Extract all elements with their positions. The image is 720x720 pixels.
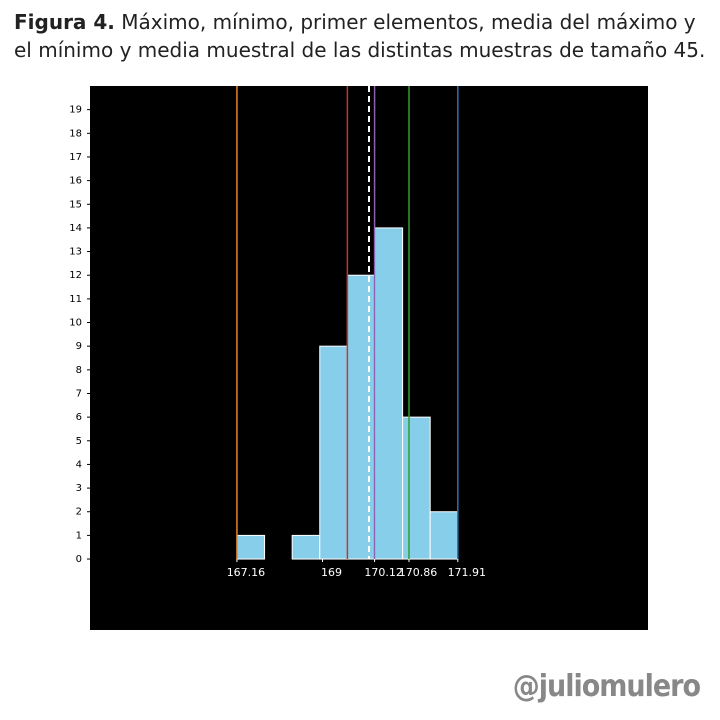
x-tick-label: 170.86 bbox=[399, 566, 438, 579]
title: Figura 4. Máximo, mínimo, primer element… bbox=[14, 8, 710, 64]
y-tick-label: 19 bbox=[69, 105, 82, 116]
y-tick-label: 7 bbox=[76, 388, 82, 399]
y-tick-label: 3 bbox=[76, 483, 82, 494]
title-text: Máximo, mínimo, primer elementos, media … bbox=[14, 10, 706, 62]
y-tick-label: 6 bbox=[76, 412, 82, 423]
bar bbox=[291, 534, 321, 560]
x-tick-label: 167.16 bbox=[227, 566, 266, 579]
y-tick-label: 8 bbox=[76, 365, 82, 376]
y-tick-label: 1 bbox=[76, 530, 82, 541]
y-tick-label: 14 bbox=[69, 223, 82, 234]
y-tick-label: 11 bbox=[69, 294, 82, 305]
y-tick-label: 10 bbox=[69, 318, 82, 329]
y-tick-label: 5 bbox=[76, 436, 82, 447]
y-tick-label: 12 bbox=[69, 270, 82, 281]
bar bbox=[319, 345, 348, 560]
bar bbox=[374, 227, 404, 560]
y-tick-label: 2 bbox=[76, 507, 82, 518]
bar bbox=[236, 534, 266, 560]
y-tick-label: 0 bbox=[76, 554, 82, 565]
figure-label: Figura 4. bbox=[14, 10, 115, 34]
bar bbox=[402, 416, 431, 560]
y-tick-label: 4 bbox=[76, 459, 82, 470]
bar bbox=[346, 274, 376, 560]
y-tick-label: 18 bbox=[69, 128, 82, 139]
y-tick-label: 16 bbox=[69, 176, 82, 187]
y-tick-label: 13 bbox=[69, 247, 82, 258]
y-tick-label: 15 bbox=[69, 199, 82, 210]
bar bbox=[429, 511, 459, 560]
x-tick-label: 171.91 bbox=[448, 566, 487, 579]
x-tick-label: 169 bbox=[321, 566, 342, 579]
y-tick-label: 17 bbox=[69, 152, 82, 163]
watermark: @juliomulero bbox=[512, 669, 701, 704]
y-tick-label: 9 bbox=[76, 341, 82, 352]
x-tick-label: 170.12 bbox=[364, 566, 403, 579]
